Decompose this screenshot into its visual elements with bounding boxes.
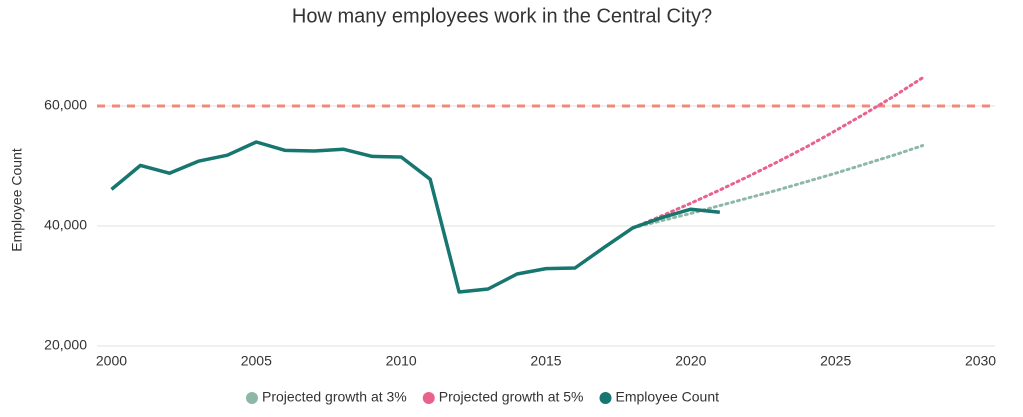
x-tick-label: 2015 bbox=[530, 353, 561, 369]
series-line bbox=[631, 144, 925, 230]
series-line bbox=[110, 140, 720, 294]
chart-title: How many employees work in the Central C… bbox=[292, 5, 712, 27]
y-axis-title: Employee Count bbox=[9, 148, 25, 252]
legend-marker bbox=[246, 392, 258, 404]
y-tick-label: 20,000 bbox=[44, 337, 87, 353]
y-tick-label: 60,000 bbox=[44, 97, 87, 113]
x-tick-label: 2020 bbox=[675, 353, 706, 369]
x-tick-label: 2000 bbox=[96, 353, 127, 369]
series-line bbox=[631, 76, 925, 230]
legend-marker bbox=[422, 392, 435, 404]
legend-label: Employee Count bbox=[616, 389, 720, 405]
x-tick-label: 2005 bbox=[241, 353, 272, 369]
x-tick-label: 2030 bbox=[965, 353, 996, 369]
y-tick-label: 40,000 bbox=[44, 217, 87, 233]
legend-marker bbox=[599, 392, 612, 404]
x-tick-label: 2010 bbox=[386, 353, 417, 369]
legend-label: Projected growth at 5% bbox=[439, 389, 584, 405]
x-tick-label: 2025 bbox=[820, 353, 851, 369]
legend-label: Projected growth at 3% bbox=[262, 389, 407, 405]
